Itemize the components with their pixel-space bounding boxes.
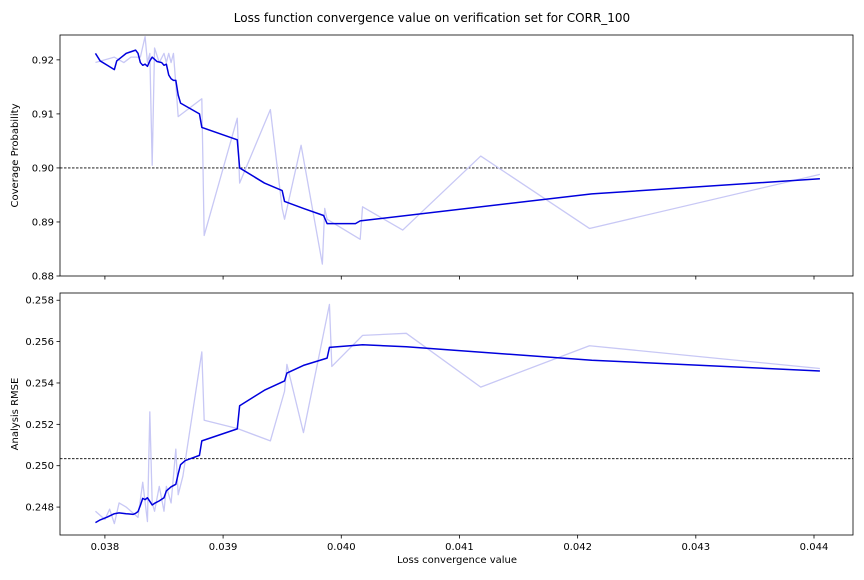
analysis-rmse-y-tick-label: 0.250 — [25, 461, 54, 472]
x-tick-label: 0.044 — [800, 542, 829, 553]
x-tick-label: 0.039 — [209, 542, 238, 553]
coverage-probability-panel: 0.88 0.89 0.90 0.91 0.92 Coverage Probability — [10, 34, 854, 283]
analysis-rmse-y-tick-label: 0.252 — [25, 420, 54, 431]
analysis-rmse-raw-series-line — [95, 303, 820, 525]
coverage-probability-raw-series-line — [95, 35, 821, 265]
x-tick-label: 0.043 — [681, 542, 710, 553]
analysis-rmse-y-axis-label: Analysis RMSE — [10, 378, 21, 451]
coverage-probability-y-tick-label: 0.88 — [32, 272, 54, 283]
analysis-rmse-y-tick-label: 0.258 — [25, 296, 54, 307]
analysis-rmse-y-tick-label: 0.248 — [25, 503, 54, 514]
coverage-probability-y-tick-label: 0.89 — [32, 217, 54, 228]
analysis-rmse-y-tick-label: 0.254 — [25, 378, 54, 389]
chart-title: Loss function convergence value on verif… — [234, 11, 630, 25]
x-tick-label: 0.038 — [91, 542, 120, 553]
analysis-rmse-smoothed-series-line — [95, 343, 820, 524]
analysis-rmse-panel: 0.248 0.250 0.252 0.254 0.256 0.258 0.038 0.039… — [10, 292, 854, 553]
analysis-rmse-y-tick-label: 0.256 — [25, 337, 54, 348]
x-tick-label: 0.041 — [445, 542, 474, 553]
coverage-probability-y-tick-label: 0.90 — [32, 163, 54, 174]
x-tick-label: 0.042 — [563, 542, 592, 553]
coverage-probability-y-tick-label: 0.92 — [32, 55, 54, 66]
coverage-probability-smoothed-series-line — [94, 49, 820, 225]
coverage-probability-y-tick-label: 0.91 — [32, 109, 54, 120]
coverage-probability-y-axis-label: Coverage Probability — [10, 103, 21, 207]
x-tick-label: 0.040 — [327, 542, 356, 553]
x-axis-label: Loss convergence value — [397, 555, 517, 566]
analysis-rmse-axes-frame — [59, 292, 854, 536]
coverage-probability-axes-frame — [59, 34, 854, 277]
